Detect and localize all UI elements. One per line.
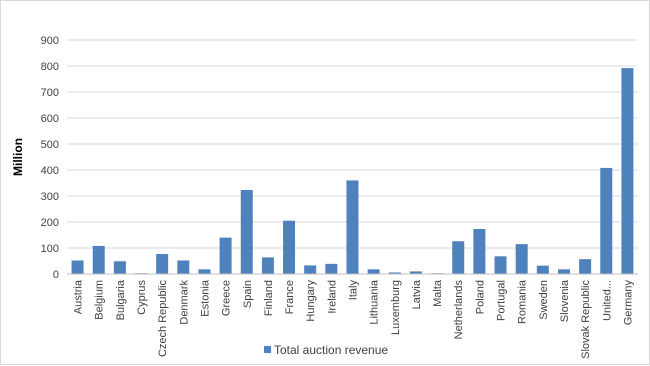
x-tick-label: Cyprus [136,280,148,315]
bar [346,180,359,274]
bar [92,245,105,274]
bar [536,265,549,274]
y-tick-label: 600 [41,113,59,125]
bar [156,253,169,274]
bar [579,259,592,274]
bar [494,256,507,274]
x-tick-label: United... [601,280,613,321]
y-axis-title: Million [11,138,25,176]
x-tick-label: Lithuania [369,279,381,325]
x-tick-label: Netherlands [453,280,465,340]
y-tick-label: 300 [41,191,59,203]
x-tick-label: Germany [622,280,634,326]
x-tick-label: Hungary [305,280,317,322]
bar [283,220,296,274]
legend: Total auction revenue [264,343,388,357]
x-tick-label: Poland [474,280,486,314]
x-tick-label: Bulgaria [115,279,127,320]
y-axis-ticks: 0 100 200 300 400 500 600 700 800 900 [41,35,59,281]
y-tick-label: 700 [41,87,59,99]
x-tick-label: France [284,280,296,314]
x-tick-label: Ireland [326,280,338,314]
x-tick-label: Latvia [411,279,423,309]
y-tick-label: 100 [41,243,59,255]
bar [557,269,570,274]
x-tick-label: Luxemburg [390,280,402,335]
x-tick-label: Slovenia [559,279,571,322]
bar [473,229,486,274]
legend-swatch [264,346,271,353]
x-axis-ticks: Austria Belgium Bulgaria Cyprus Czech Republ… [73,279,635,359]
bar [71,260,84,274]
x-tick-label: Austria [73,279,85,314]
x-tick-label: Italy [348,280,360,301]
bar [325,263,338,274]
x-tick-label: Greece [221,280,233,316]
y-tick-label: 500 [41,139,59,151]
y-tick-label: 0 [53,269,59,281]
bar [219,237,232,274]
x-tick-label: Portugal [496,280,508,321]
bar [240,190,253,274]
bar [304,265,317,274]
bar [261,257,274,274]
bar [515,244,528,274]
gridlines [67,39,638,249]
y-tick-label: 800 [41,61,59,73]
y-tick-label: 400 [41,165,59,177]
x-tick-label: Spain [242,280,254,308]
bar [452,241,465,274]
bar [198,269,211,274]
bar [113,261,126,274]
bar [177,260,190,274]
legend-label: Total auction revenue [274,343,388,357]
x-tick-label: Romania [517,279,529,324]
x-tick-label: Finland [263,280,275,316]
y-tick-label: 200 [41,217,59,229]
bar [367,269,380,274]
x-tick-label: Estonia [199,279,211,317]
x-tick-label: Czech Republic [157,280,169,358]
x-tick-label: Slovak Republic [580,280,592,359]
bar [409,271,422,274]
bar [388,272,401,274]
x-tick-label: Sweden [538,280,550,320]
x-tick-label: Belgium [94,280,106,320]
bar [621,68,634,274]
bars [71,68,634,274]
x-tick-label: Malta [432,279,444,307]
x-tick-label: Denmark [178,280,190,325]
y-tick-label: 900 [41,35,59,47]
bar [600,167,613,274]
